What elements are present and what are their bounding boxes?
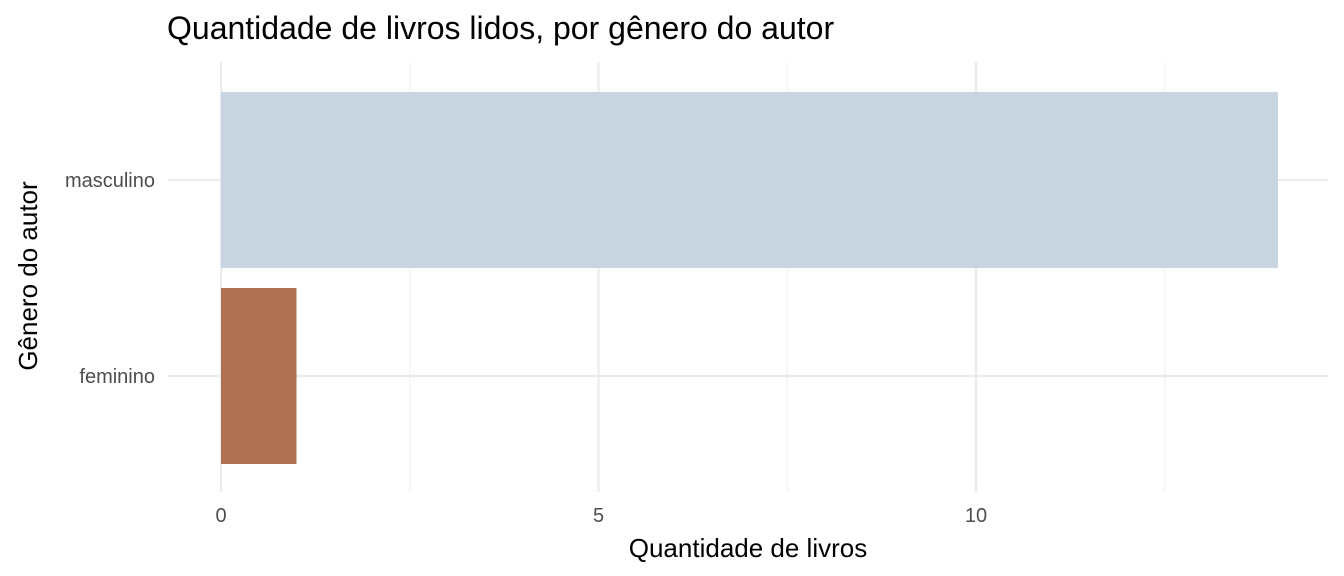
y-tick-labels: feminino masculino: [65, 170, 155, 388]
y-axis-title: Gênero do autor: [13, 181, 43, 371]
x-tick-label: 10: [965, 505, 987, 527]
chart-title: Quantidade de livros lidos, por gênero d…: [167, 10, 834, 46]
x-axis-title: Quantidade de livros: [629, 533, 867, 563]
x-tick-labels: 0 5 10: [215, 505, 987, 527]
y-tick-label: masculino: [65, 170, 155, 192]
bars: [221, 92, 1278, 464]
x-tick-label: 5: [593, 505, 604, 527]
bar-masculino: [221, 92, 1278, 268]
bar-feminino: [221, 288, 297, 464]
y-tick-label: feminino: [79, 366, 155, 388]
x-tick-label: 0: [215, 505, 226, 527]
